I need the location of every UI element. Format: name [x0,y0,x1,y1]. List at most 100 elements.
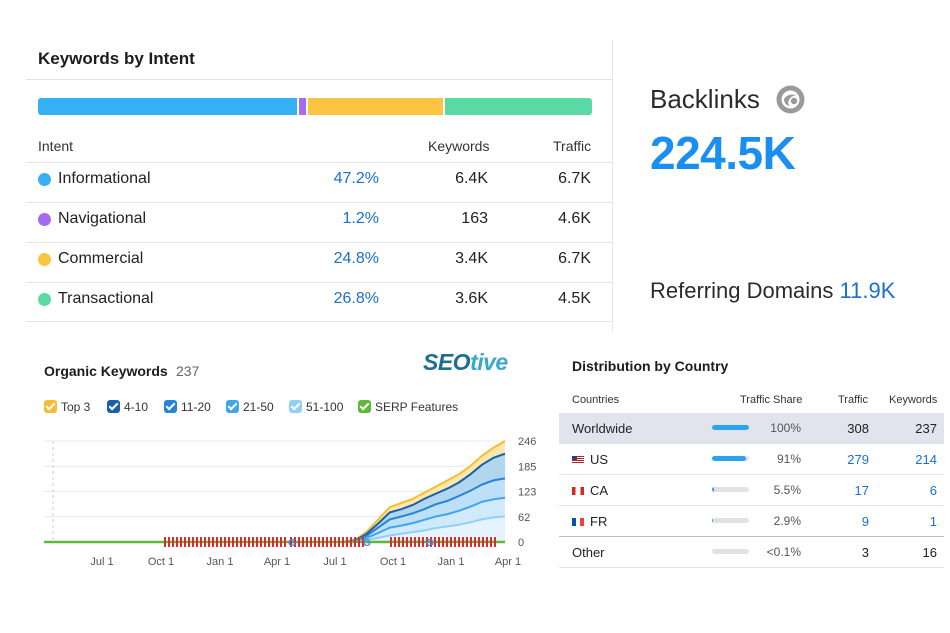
keywords-value[interactable]: 6 [929,483,937,498]
traffic-value[interactable]: 9 [861,514,869,529]
serp-event-marker [394,537,396,547]
column-header-intent[interactable]: Intent [38,138,74,154]
traffic-value[interactable]: 279 [847,452,869,467]
serp-event-marker [272,537,274,547]
column-header-traffic[interactable]: Traffic [553,138,592,154]
serp-event-marker [236,537,238,547]
serp-event-marker [422,537,424,547]
serp-event-marker [294,537,296,547]
intent-share-link[interactable]: 1.2% [342,210,379,227]
logo-text-tive: tive [470,349,508,375]
traffic-share-value: 2.9% [773,514,801,528]
country-row[interactable]: Other <0.1% 3 16 [559,537,944,568]
x-tick-label: Jan 1 [438,556,465,568]
legend-label: 21-50 [243,400,274,414]
semrush-logo-icon [776,85,805,114]
keywords-value: 16 [922,545,937,560]
intent-traffic: 4.5K [558,290,591,307]
column-header-countries[interactable]: Countries [572,394,620,406]
intent-share-link[interactable]: 24.8% [333,250,379,267]
y-tick-label: 185 [518,461,536,473]
checkbox-icon[interactable] [164,400,177,413]
backlinks-value[interactable]: 224.5K [650,127,796,179]
legend-item-51-100[interactable]: 51-100 [289,400,343,416]
intent-share-link[interactable]: 26.8% [333,290,379,307]
country-row[interactable]: Worldwide 100% 308 237 [559,413,944,444]
column-header-traffic[interactable]: Traffic [838,394,868,406]
country-label: Other [572,545,605,560]
country-name: Other [572,545,605,560]
intent-bar-commercial[interactable] [307,98,444,115]
country-label: Worldwide [572,421,633,436]
serp-event-marker [208,537,210,547]
referring-domains-label: Referring Domains [650,278,834,303]
distribution-title: Distribution by Country [572,358,729,374]
intent-traffic: 6.7K [558,170,591,187]
divider [26,79,612,80]
country-label: FR [590,514,608,529]
serp-event-marker [200,537,202,547]
series-area-11-20 [44,478,505,542]
google-update-icon[interactable]: G [426,538,434,549]
serp-event-marker [350,537,352,547]
divider [26,202,612,203]
google-update-icon[interactable]: G [363,538,371,549]
serp-event-marker [342,537,344,547]
column-header-keywords[interactable]: Keywords [428,138,490,154]
traffic-share-fill [712,518,714,523]
serp-event-marker [354,537,356,547]
legend-item-11-20[interactable]: 11-20 [164,400,211,416]
serp-event-marker [446,537,448,547]
legend-label: 51-100 [306,400,344,414]
country-row[interactable]: CA 5.5% 17 6 [559,475,944,506]
x-tick-label: Oct 1 [380,556,406,568]
intent-bar-navigational[interactable] [298,98,306,115]
country-row[interactable]: US 91% 279 214 [559,444,944,475]
serp-event-marker [402,537,404,547]
y-tick-label: 62 [518,512,530,524]
keywords-value[interactable]: 1 [929,514,937,529]
intent-row: Commercial 24.8% 3.4K 6.7K [26,242,612,282]
intent-share-link[interactable]: 47.2% [333,170,379,187]
serp-event-marker [204,537,206,547]
country-row[interactable]: FR 2.9% 9 1 [559,506,944,537]
checkbox-icon[interactable] [107,400,120,413]
serp-event-marker [362,537,364,547]
intent-traffic: 4.6K [558,210,591,227]
y-tick-label: 246 [518,436,536,448]
serp-event-marker [176,537,178,547]
traffic-share-bar [712,518,749,523]
column-header-keywords[interactable]: Keywords [889,394,938,406]
keywords-value[interactable]: 214 [915,452,937,467]
legend-item-21-50[interactable]: 21-50 [226,400,274,416]
intent-keywords: 3.4K [455,250,488,267]
checkbox-icon[interactable] [289,400,302,413]
widget-title: Keywords by Intent [38,49,195,68]
serp-event-marker [212,537,214,547]
legend-item-serp-features[interactable]: SERP Features [358,400,458,416]
checkbox-icon[interactable] [358,400,371,413]
x-tick-label: Apr 1 [264,556,290,568]
checkbox-icon[interactable] [44,400,57,413]
checkbox-icon[interactable] [226,400,239,413]
serp-event-marker [216,537,218,547]
google-update-icon[interactable]: G [288,538,296,549]
serp-event-marker [168,537,170,547]
traffic-value[interactable]: 17 [854,483,869,498]
traffic-share-fill [712,487,715,492]
referring-domains-value[interactable]: 11.9K [839,278,896,303]
serp-event-marker [268,537,270,547]
legend-item-top3[interactable]: Top 3 [44,400,90,416]
intent-bar-transactional[interactable] [445,98,592,115]
serp-event-marker [450,537,452,547]
country-label: CA [590,483,609,498]
column-header-traffic-share[interactable]: Traffic Share [740,394,803,406]
country-name: CA [572,483,608,498]
legend-item-4-10[interactable]: 4-10 [107,400,148,416]
serp-event-marker [244,537,246,547]
serp-event-marker [466,537,468,547]
legend-label: 4-10 [124,400,149,414]
intent-traffic: 6.7K [558,250,591,267]
serp-event-marker [302,537,304,547]
intent-bar-informational[interactable] [38,98,297,115]
